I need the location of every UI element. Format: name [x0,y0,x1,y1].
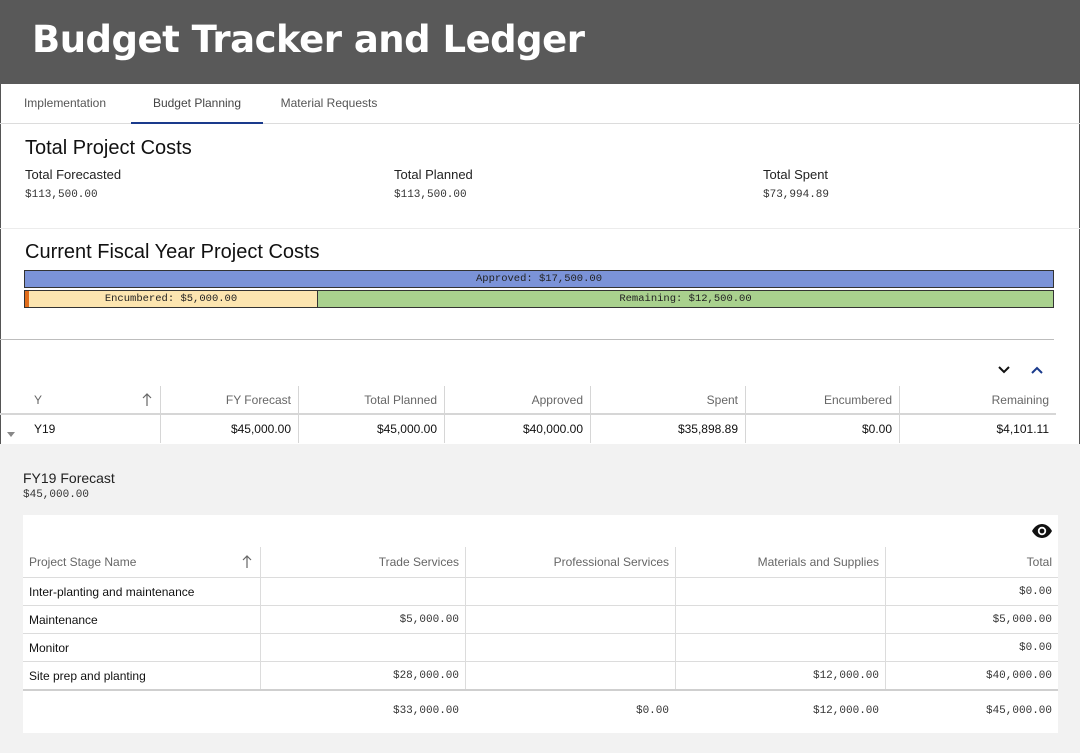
trade-services-cell [260,578,465,606]
encumbered-bar: Encumbered: $5,000.00 [24,290,318,308]
total-forecasted-value: $113,500.00 [25,189,98,201]
column-header-y[interactable]: Y [34,393,43,407]
remaining-bar: Remaining: $12,500.00 [317,290,1054,308]
table-row[interactable]: Maintenance $5,000.00 $5,000.00 [23,605,1058,634]
professional-services-cell [465,662,675,690]
detail-value: $45,000.00 [23,489,90,501]
trade-services-cell: $28,000.00 [260,662,465,690]
column-header-total-planned[interactable]: Total Planned [298,386,444,414]
chevron-down-icon[interactable] [994,360,1014,380]
table-row[interactable]: Inter-planting and maintenance $0.00 [23,577,1058,606]
column-header-remaining[interactable]: Remaining [899,386,1056,414]
grid-cell-remaining: $4,101.11 [899,415,1056,443]
stage-name-cell: Monitor [29,641,70,655]
grid-cell-spent: $35,898.89 [590,415,745,443]
table-row[interactable]: Site prep and planting $28,000.00 $12,00… [23,661,1058,690]
total-cell: $0.00 [885,578,1058,606]
trade-services-cell [260,634,465,662]
total-spent-value: $73,994.89 [763,189,830,201]
footer-professional-services-total: $0.00 [635,705,669,717]
column-header-professional-services[interactable]: Professional Services [465,547,675,577]
divider [0,413,1056,415]
materials-cell [675,606,885,634]
divider [0,339,1054,340]
app-header: Budget Tracker and Ledger [0,0,1080,84]
triangle-down-icon[interactable] [7,425,15,437]
grid-cell-total-planned: $45,000.00 [298,415,444,443]
grid-cell-encumbered: $0.00 [745,415,899,443]
stage-name-cell: Inter-planting and maintenance [29,585,195,599]
column-header-encumbered[interactable]: Encumbered [745,386,899,414]
total-spent-label: Total Spent [763,167,829,182]
table-row[interactable]: Monitor $0.00 [23,633,1058,662]
fiscal-costs-heading: Current Fiscal Year Project Costs [25,241,320,263]
footer-grand-total: $45,000.00 [985,705,1052,717]
arrow-up-icon[interactable] [141,392,153,408]
divider [23,689,1058,691]
total-cell: $0.00 [885,634,1058,662]
spent-marker [25,291,29,307]
materials-cell: $12,000.00 [675,662,885,690]
arrow-up-icon[interactable] [241,555,253,569]
materials-cell [675,578,885,606]
grid-cell-approved: $40,000.00 [444,415,590,443]
column-header-trade-services[interactable]: Trade Services [260,547,465,577]
grid-cell-fy-forecast: $45,000.00 [160,415,298,443]
professional-services-cell [465,578,675,606]
column-header-materials-supplies[interactable]: Materials and Supplies [675,547,885,577]
professional-services-cell [465,634,675,662]
tab-budget-planning[interactable]: Budget Planning [131,84,263,124]
approved-bar: Approved: $17,500.00 [24,270,1054,288]
column-header-approved[interactable]: Approved [444,386,590,414]
materials-cell [675,634,885,662]
chevron-up-icon[interactable] [1027,360,1047,380]
app-title: Budget Tracker and Ledger [32,18,585,61]
professional-services-cell [465,606,675,634]
column-header-fy-forecast[interactable]: FY Forecast [160,386,298,414]
total-cell: $5,000.00 [885,606,1058,634]
column-header-spent[interactable]: Spent [590,386,745,414]
footer-materials-total: $12,000.00 [812,705,879,717]
stage-name-cell: Maintenance [29,613,98,627]
total-cell: $40,000.00 [885,662,1058,690]
stage-name-cell: Site prep and planting [29,669,146,683]
footer-trade-services-total: $33,000.00 [392,705,459,717]
total-costs-heading: Total Project Costs [25,137,192,159]
tab-material-requests[interactable]: Material Requests [280,96,378,110]
column-header-stage-name[interactable]: Project Stage Name [29,555,137,569]
total-planned-value: $113,500.00 [394,189,467,201]
column-header-total[interactable]: Total [885,547,1058,577]
divider [0,228,1080,229]
grid-cell-year[interactable]: Y19 [34,422,56,436]
total-planned-label: Total Planned [394,167,473,182]
detail-title: FY19 Forecast [23,470,115,486]
tab-bar: Implementation Budget Planning Material … [0,84,1080,124]
tab-implementation[interactable]: Implementation [23,96,107,110]
eye-icon[interactable] [1031,523,1053,539]
total-forecasted-label: Total Forecasted [25,167,122,182]
trade-services-cell: $5,000.00 [260,606,465,634]
